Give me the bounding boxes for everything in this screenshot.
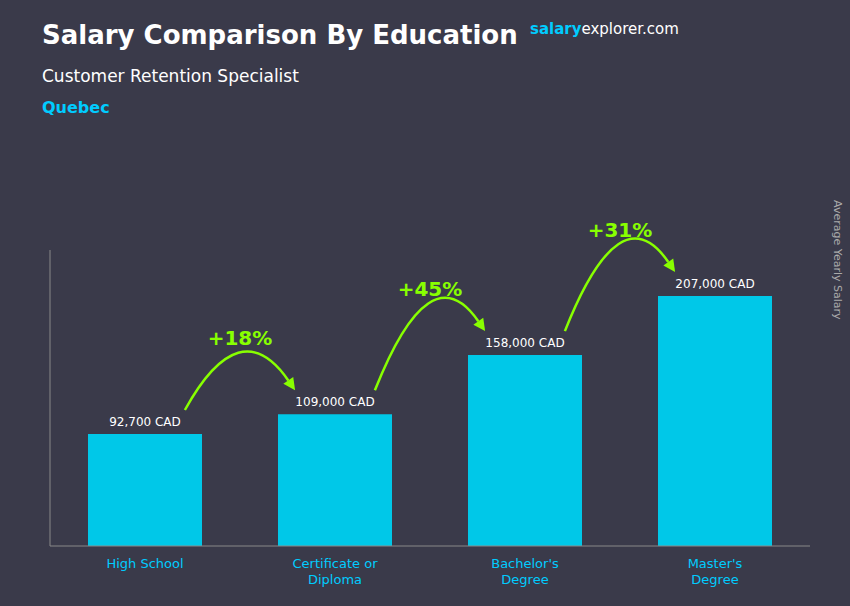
svg-text:+31%: +31% — [588, 218, 653, 242]
svg-text:High School: High School — [106, 556, 183, 571]
svg-text:109,000 CAD: 109,000 CAD — [295, 395, 374, 409]
svg-text:Certificate orDiploma: Certificate orDiploma — [293, 556, 379, 587]
html-text:Customer Retention Specialist: Customer Retention Specialist — [42, 66, 299, 86]
svg-text:Bachelor'sDegree: Bachelor'sDegree — [491, 556, 559, 587]
svg-text:207,000 CAD: 207,000 CAD — [675, 277, 754, 291]
html-text:salary explorer.com: salary explorer.com — [530, 20, 679, 38]
svg-text:92,700 CAD: 92,700 CAD — [109, 415, 181, 429]
svg-text:+45%: +45% — [398, 277, 463, 301]
svg-text:+18%: +18% — [208, 326, 273, 350]
html-text:Salary Comparison By Education: Salary Comparison By Education — [42, 20, 518, 50]
html-text:Quebec: Quebec — [42, 98, 110, 117]
svg-text:158,000 CAD: 158,000 CAD — [485, 336, 564, 350]
svg-text:Master'sDegree: Master'sDegree — [688, 556, 743, 587]
html-text:Average Yearly Salary: Average Yearly Salary — [831, 200, 844, 320]
